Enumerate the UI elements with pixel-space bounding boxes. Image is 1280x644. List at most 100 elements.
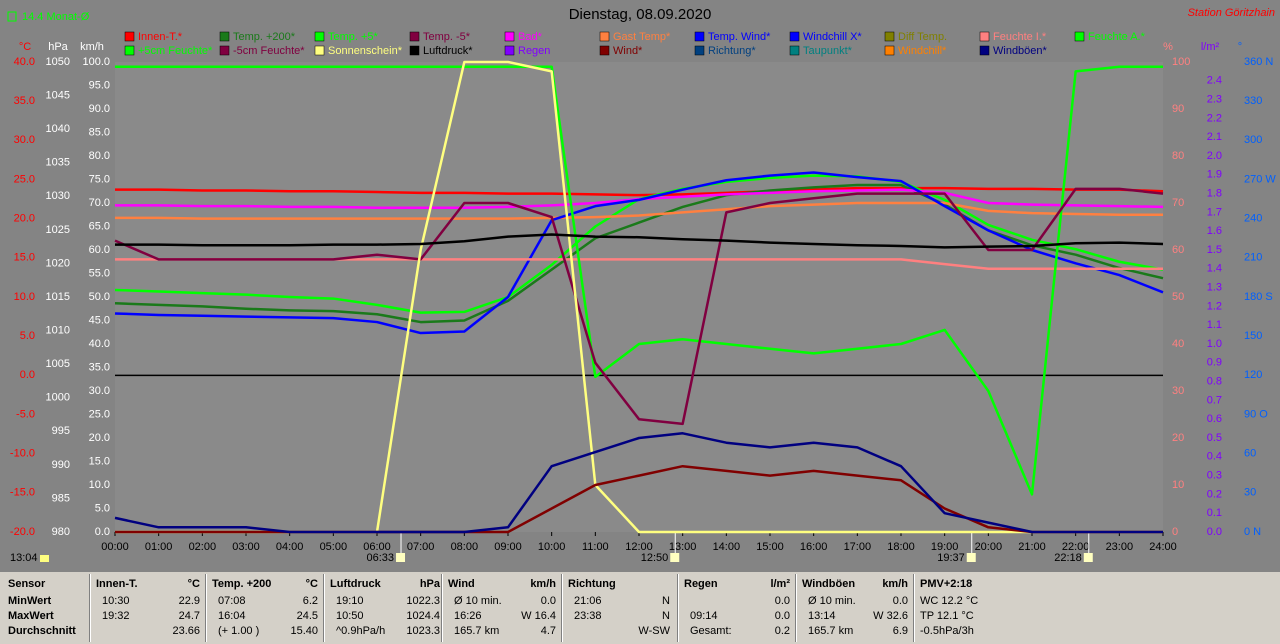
legend-swatch <box>599 31 610 42</box>
y-tick-label: 2.0 <box>1207 150 1222 162</box>
legend-label: Wind* <box>613 45 643 57</box>
table-cell: 10:50 <box>336 610 364 622</box>
table-cell: 21:06 <box>574 595 602 607</box>
legend-swatch <box>789 45 800 56</box>
y-tick-label: 0.5 <box>1207 432 1222 444</box>
legend-label: Feuchte I.* <box>993 31 1047 43</box>
y-tick-label: 0 N <box>1244 526 1261 538</box>
table-header: Richtung <box>568 578 616 590</box>
y-tick-label: 85.0 <box>89 126 110 138</box>
y-tick-label: 40.0 <box>89 338 110 350</box>
table-header: °C <box>305 578 318 590</box>
table-cell: TP 12.1 °C <box>920 610 974 622</box>
y-tick-label: 1.9 <box>1207 169 1222 181</box>
table-cell: 24.5 <box>296 610 318 622</box>
y-tick-label: 90 <box>1172 103 1184 115</box>
table-cell: Durchschnitt <box>8 625 76 637</box>
x-tick-label: 20:00 <box>975 541 1003 553</box>
separator <box>677 574 679 642</box>
table-cell: Ø 10 min. <box>454 595 502 607</box>
y-tick-label: 10.0 <box>14 291 35 303</box>
table-header: Innen-T. <box>96 578 138 590</box>
stats-table: Sensor MinWert MaxWert Durchschnitt Innen-T.… <box>0 572 1280 644</box>
legend-swatch <box>979 31 990 42</box>
table-cell: 24.7 <box>178 610 200 622</box>
x-tick-label: 16:00 <box>800 541 828 553</box>
axis-title: % <box>1163 41 1173 53</box>
y-tick-label: 1030 <box>46 190 70 202</box>
y-tick-label: 90.0 <box>89 103 110 115</box>
table-cell: W-SW <box>638 625 670 637</box>
x-tick-label: 03:00 <box>232 541 260 553</box>
legend-label: Temp. Wind* <box>708 31 771 43</box>
table-cell: 13:14 <box>808 610 836 622</box>
x-tick-label: 05:00 <box>320 541 348 553</box>
table-cell: 22.9 <box>178 595 200 607</box>
table-cell: 19:32 <box>102 610 130 622</box>
x-tick-label: 19:00 <box>931 541 959 553</box>
legend-label: Sonnenschein* <box>328 45 403 57</box>
legend-swatch <box>789 31 800 42</box>
y-tick-label: 10 <box>1172 479 1184 491</box>
y-tick-label: 100.0 <box>82 56 110 68</box>
table-cell: N <box>662 595 670 607</box>
y-tick-label: 0.9 <box>1207 357 1222 369</box>
table-header: km/h <box>882 578 908 590</box>
y-tick-label: 0.1 <box>1207 507 1222 519</box>
table-cell: 1024.4 <box>406 610 440 622</box>
axis-title: ° <box>1238 41 1242 53</box>
table-cell: 6.9 <box>892 625 908 637</box>
chart: 14.4 Monat-Ø Dienstag, 08.09.2020 Statio… <box>7 5 1277 564</box>
legend-swatch <box>884 45 895 56</box>
legend-label: Regen <box>518 45 550 57</box>
legend-swatch <box>314 45 325 56</box>
y-tick-label: 1.1 <box>1207 319 1222 331</box>
x-tick-label: 17:00 <box>844 541 872 553</box>
legend-swatch <box>504 31 515 42</box>
y-tick-label: 25.0 <box>14 173 35 185</box>
y-tick-label: 2.1 <box>1207 131 1222 143</box>
legend-swatch <box>1074 31 1085 42</box>
y-tick-label: 0 <box>1172 526 1178 538</box>
y-tick-label: 80.0 <box>89 150 110 162</box>
axis-title: km/h <box>80 41 104 53</box>
table-header: °C <box>187 578 200 590</box>
y-tick-label: -15.0 <box>10 487 35 499</box>
axis-title: l/m² <box>1201 41 1220 53</box>
legend-label: Bad* <box>518 31 543 43</box>
table-cell: 23.66 <box>172 625 200 637</box>
table-cell: N <box>662 610 670 622</box>
time-label: 06:33 <box>366 552 394 564</box>
time-label: 22:18 <box>1054 552 1082 564</box>
table-header: PMV+2:18 <box>920 578 973 590</box>
y-tick-label: 0.7 <box>1207 394 1222 406</box>
legend-label: Windböen* <box>993 45 1048 57</box>
legend-swatch <box>124 45 135 56</box>
table-cell: 0.0 <box>892 595 908 607</box>
time-icon <box>1083 553 1093 562</box>
y-tick-label: 15.0 <box>14 252 35 264</box>
y-tick-label: 1040 <box>46 123 70 135</box>
y-tick-label: 210 <box>1244 252 1262 264</box>
legend-swatch <box>409 31 420 42</box>
separator <box>795 574 797 642</box>
station: Station Göritzhain <box>1188 7 1275 19</box>
table-cell: 0.2 <box>774 625 790 637</box>
legend-label: Innen-T.* <box>138 31 183 43</box>
x-tick-label: 14:00 <box>713 541 741 553</box>
y-tick-label: 2.3 <box>1207 94 1222 106</box>
legend-label: Luftdruck* <box>423 45 473 57</box>
legend-label: Diff Temp. <box>898 31 947 43</box>
table-cell: 23:38 <box>574 610 602 622</box>
y-tick-label: 60 <box>1172 244 1184 256</box>
table-cell: 16:26 <box>454 610 482 622</box>
y-tick-label: 270 W <box>1244 173 1276 185</box>
table-cell: W 32.6 <box>873 610 908 622</box>
y-tick-label: 1025 <box>46 224 70 236</box>
y-tick-label: 1.0 <box>1207 338 1222 350</box>
y-tick-label: 180 S <box>1244 291 1273 303</box>
y-tick-label: 20 <box>1172 432 1184 444</box>
x-tick-label: 21:00 <box>1018 541 1046 553</box>
table-header: Sensor <box>8 578 46 590</box>
y-tick-label: 330 <box>1244 95 1262 107</box>
